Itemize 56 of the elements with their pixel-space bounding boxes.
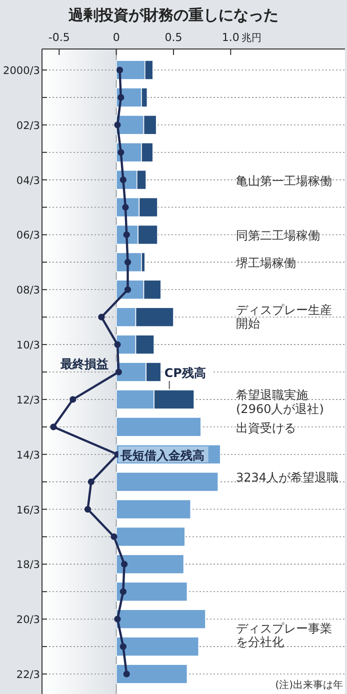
y-tick-label: 22/3 [16,669,40,681]
bar [116,582,188,602]
point [123,670,130,678]
annotation: 3234人が希望退職 [236,470,339,484]
annotation: 同第二工場稼働 [236,228,320,243]
point [116,66,124,74]
y-tick-label: 16/3 [16,504,40,516]
point [120,643,126,650]
annotation: ディスプレー生産開始 [236,302,332,331]
y-tick-label: 20/3 [16,614,40,626]
point [118,94,124,101]
x-tick-label: 0 [112,31,120,44]
point [98,314,105,320]
annotation: 希望退職実施 (2960人が退社) [236,388,324,416]
point [114,616,121,622]
point [121,560,128,568]
point [110,533,118,540]
y-tick-label: 18/3 [16,559,40,572]
bar [116,609,206,629]
y-tick-label: 10/3 [16,340,40,352]
point [88,478,94,486]
bar [116,554,184,574]
y-tick-label: 14/3 [16,449,40,462]
bar [116,636,200,656]
x-tick-label: -0.5 [48,31,70,44]
y-tick-label: 08/3 [16,284,40,297]
x-axis-title: 兆円 [242,32,262,44]
point [84,506,92,513]
series-label: 最終損益 [59,357,108,371]
x-tick-label: 1.0 [222,31,240,44]
bar [116,417,202,437]
annotation: ディスプレー事業を分社化 [236,621,332,650]
bar [116,526,186,547]
point [114,122,121,128]
chart-title: 過剰投資が財務の重しになった [68,6,278,24]
point [50,424,57,430]
annotation: 堺工場稼働 [235,256,296,270]
y-tick-label: 12/3 [16,394,40,406]
point [115,368,122,376]
point [118,149,124,156]
x-tick-label: 0.5 [164,31,182,44]
bar [116,472,218,492]
y-tick-label: 02/3 [16,120,40,132]
point [120,588,126,595]
bar [116,499,192,520]
annotation: 亀山第一工場稼働 [236,174,332,188]
annotation: (注)出来事は年 [275,679,343,691]
y-tick-label: 04/3 [16,174,40,187]
bar [116,664,188,684]
series-label: 長短借入金残高 [119,448,204,462]
y-tick-label: 06/3 [16,230,40,242]
annotation: 出資受ける [236,420,296,435]
point [70,396,76,403]
series-label: CP残高 [164,366,206,380]
point [114,341,121,348]
y-tick-label: 2000/3 [3,65,40,77]
